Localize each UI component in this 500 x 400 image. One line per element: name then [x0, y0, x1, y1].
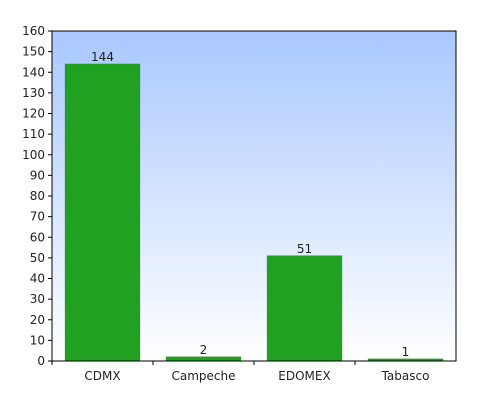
y-tick-label: 10	[30, 333, 45, 347]
data-label-edomex: 51	[297, 242, 312, 256]
y-tick-label: 140	[22, 65, 45, 79]
x-tick-label-cdmx: CDMX	[84, 369, 120, 383]
data-label-cdmx: 144	[91, 50, 114, 64]
data-label-campeche: 2	[200, 343, 208, 357]
bar-edomex	[266, 255, 343, 362]
y-tick-label: 30	[30, 292, 45, 306]
y-tick-label: 50	[30, 251, 45, 265]
y-tick-label: 80	[30, 189, 45, 203]
x-tick-label-tabasco: Tabasco	[381, 369, 430, 383]
y-tick-label: 160	[22, 24, 45, 38]
y-tick-label: 110	[22, 127, 45, 141]
bar-cdmx	[64, 63, 141, 362]
y-tick-label: 90	[30, 168, 45, 182]
bar-campeche	[165, 356, 242, 362]
x-tick-label-campeche: Campeche	[171, 369, 235, 383]
y-tick-label: 70	[30, 210, 45, 224]
y-tick-label: 0	[37, 354, 45, 368]
data-label-tabasco: 1	[402, 345, 410, 359]
axes-layer: CDMX Campeche EDOMEX Tabasco 0 10 20 30 40 50 60 70…	[22, 24, 457, 383]
data-labels-layer: 144 2 51 1	[91, 50, 409, 359]
y-tick-label: 120	[22, 107, 45, 121]
y-tick-label: 100	[22, 148, 45, 162]
y-tick-label: 60	[30, 230, 45, 244]
x-tick-label-edomex: EDOMEX	[278, 369, 330, 383]
y-tick-label: 130	[22, 86, 45, 100]
y-tick-label: 150	[22, 45, 45, 59]
y-tick-label: 20	[30, 313, 45, 327]
y-tick-label: 40	[30, 272, 45, 286]
bars-layer	[64, 63, 444, 362]
